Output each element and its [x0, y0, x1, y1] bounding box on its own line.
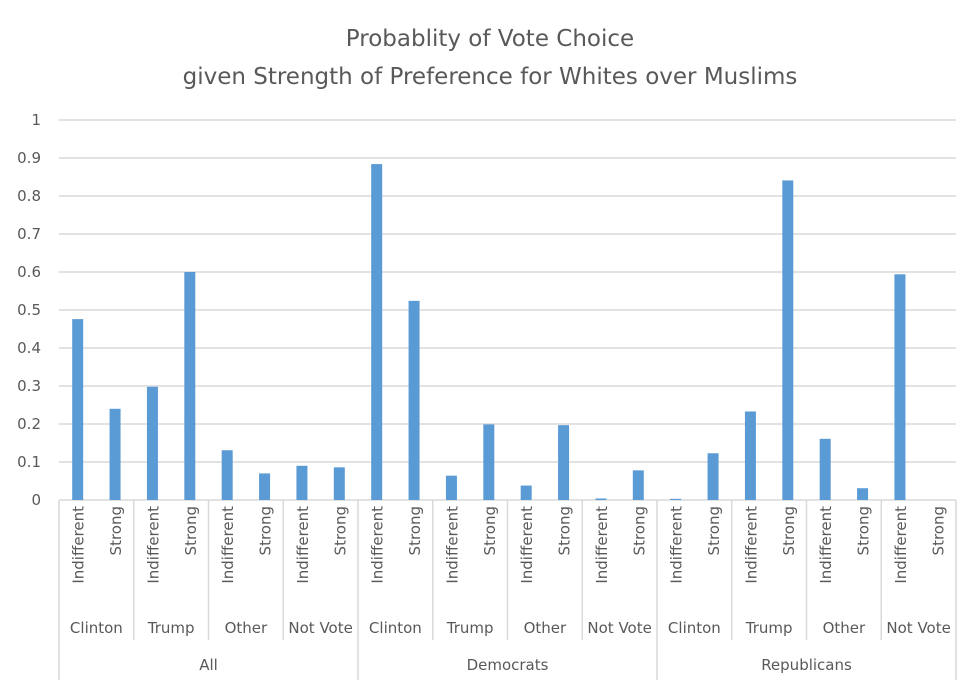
bar [782, 180, 794, 501]
bar [184, 272, 196, 500]
outcome-label: Other [823, 619, 866, 637]
category-label: Indifferent [518, 506, 536, 584]
bar [670, 498, 682, 500]
chart-title-line-2: given Strength of Preference for Whites … [183, 64, 798, 90]
y-tick-label: 0.6 [17, 263, 41, 281]
outcome-label: Other [524, 619, 567, 637]
category-label: Indifferent [70, 506, 88, 584]
bar [558, 425, 570, 500]
bar [259, 473, 271, 500]
y-tick-label: 0.9 [17, 149, 41, 167]
bar [483, 424, 495, 500]
category-label: Strong [182, 506, 200, 555]
bar [595, 498, 607, 500]
category-label: Strong [107, 506, 125, 555]
bar [857, 488, 869, 500]
y-tick-label: 0.7 [17, 225, 41, 243]
category-label: Indifferent [892, 506, 910, 584]
category-label: Strong [481, 506, 499, 555]
category-label: Strong [855, 506, 873, 555]
x-axis: Indifferent Strong Clinton Indifferent Stron… [58, 500, 957, 680]
category-label: Indifferent [369, 506, 387, 584]
outcome-label: Other [225, 619, 268, 637]
outcome-label: Trump [446, 619, 494, 637]
outcome-label: Clinton [668, 619, 721, 637]
category-label: Indifferent [443, 506, 461, 584]
chart-title-line-1: Probablity of Vote Choice [346, 26, 634, 52]
bar [445, 475, 457, 500]
bar [632, 470, 644, 500]
bars [72, 164, 906, 501]
outcome-label: Trump [147, 619, 195, 637]
y-tick-label: 0.5 [17, 301, 41, 319]
party-label: Republicans [761, 656, 852, 674]
outcome-label: Trump [745, 619, 793, 637]
party-label: All [199, 656, 218, 674]
category-label: Strong [780, 506, 798, 555]
outcome-label: Clinton [369, 619, 422, 637]
bar [819, 438, 831, 500]
bar [520, 485, 532, 500]
bar [146, 386, 158, 500]
party-label: Democrats [467, 656, 549, 674]
bar [371, 164, 383, 500]
bar [744, 411, 756, 500]
bar [296, 465, 308, 500]
category-label: Indifferent [817, 506, 835, 584]
category-label: Strong [257, 506, 275, 555]
category-label: Strong [331, 506, 349, 555]
category-label: Strong [705, 506, 723, 555]
category-label: Strong [630, 506, 648, 555]
y-tick-label: 0.4 [17, 339, 41, 357]
bar [72, 319, 84, 500]
category-label: Indifferent [668, 506, 686, 584]
category-label: Indifferent [219, 506, 237, 584]
bar [221, 450, 233, 500]
y-tick-label: 0.2 [17, 415, 41, 433]
category-label: Indifferent [294, 506, 312, 584]
bar [894, 274, 906, 500]
bar [109, 408, 121, 500]
y-tick-label: 1 [31, 111, 41, 129]
category-label: Strong [929, 506, 947, 555]
category-label: Indifferent [144, 506, 162, 584]
bar [408, 300, 420, 500]
category-label: Strong [406, 506, 424, 555]
y-axis-tick-labels: 0 0.1 0.2 0.3 0.4 0.5 0.6 0.7 0.8 0.9 1 [17, 111, 41, 509]
category-label: Indifferent [742, 506, 760, 584]
y-tick-label: 0.3 [17, 377, 41, 395]
bar [707, 453, 719, 500]
y-tick-label: 0.8 [17, 187, 41, 205]
outcome-label: Not Vote [288, 619, 352, 637]
outcome-label: Clinton [70, 619, 123, 637]
gridlines [59, 119, 956, 501]
category-label: Strong [556, 506, 574, 555]
category-label: Indifferent [593, 506, 611, 584]
outcome-label: Not Vote [587, 619, 651, 637]
y-tick-label: 0 [31, 491, 41, 509]
bar [333, 467, 345, 500]
y-tick-label: 0.1 [17, 453, 41, 471]
outcome-label: Not Vote [886, 619, 950, 637]
